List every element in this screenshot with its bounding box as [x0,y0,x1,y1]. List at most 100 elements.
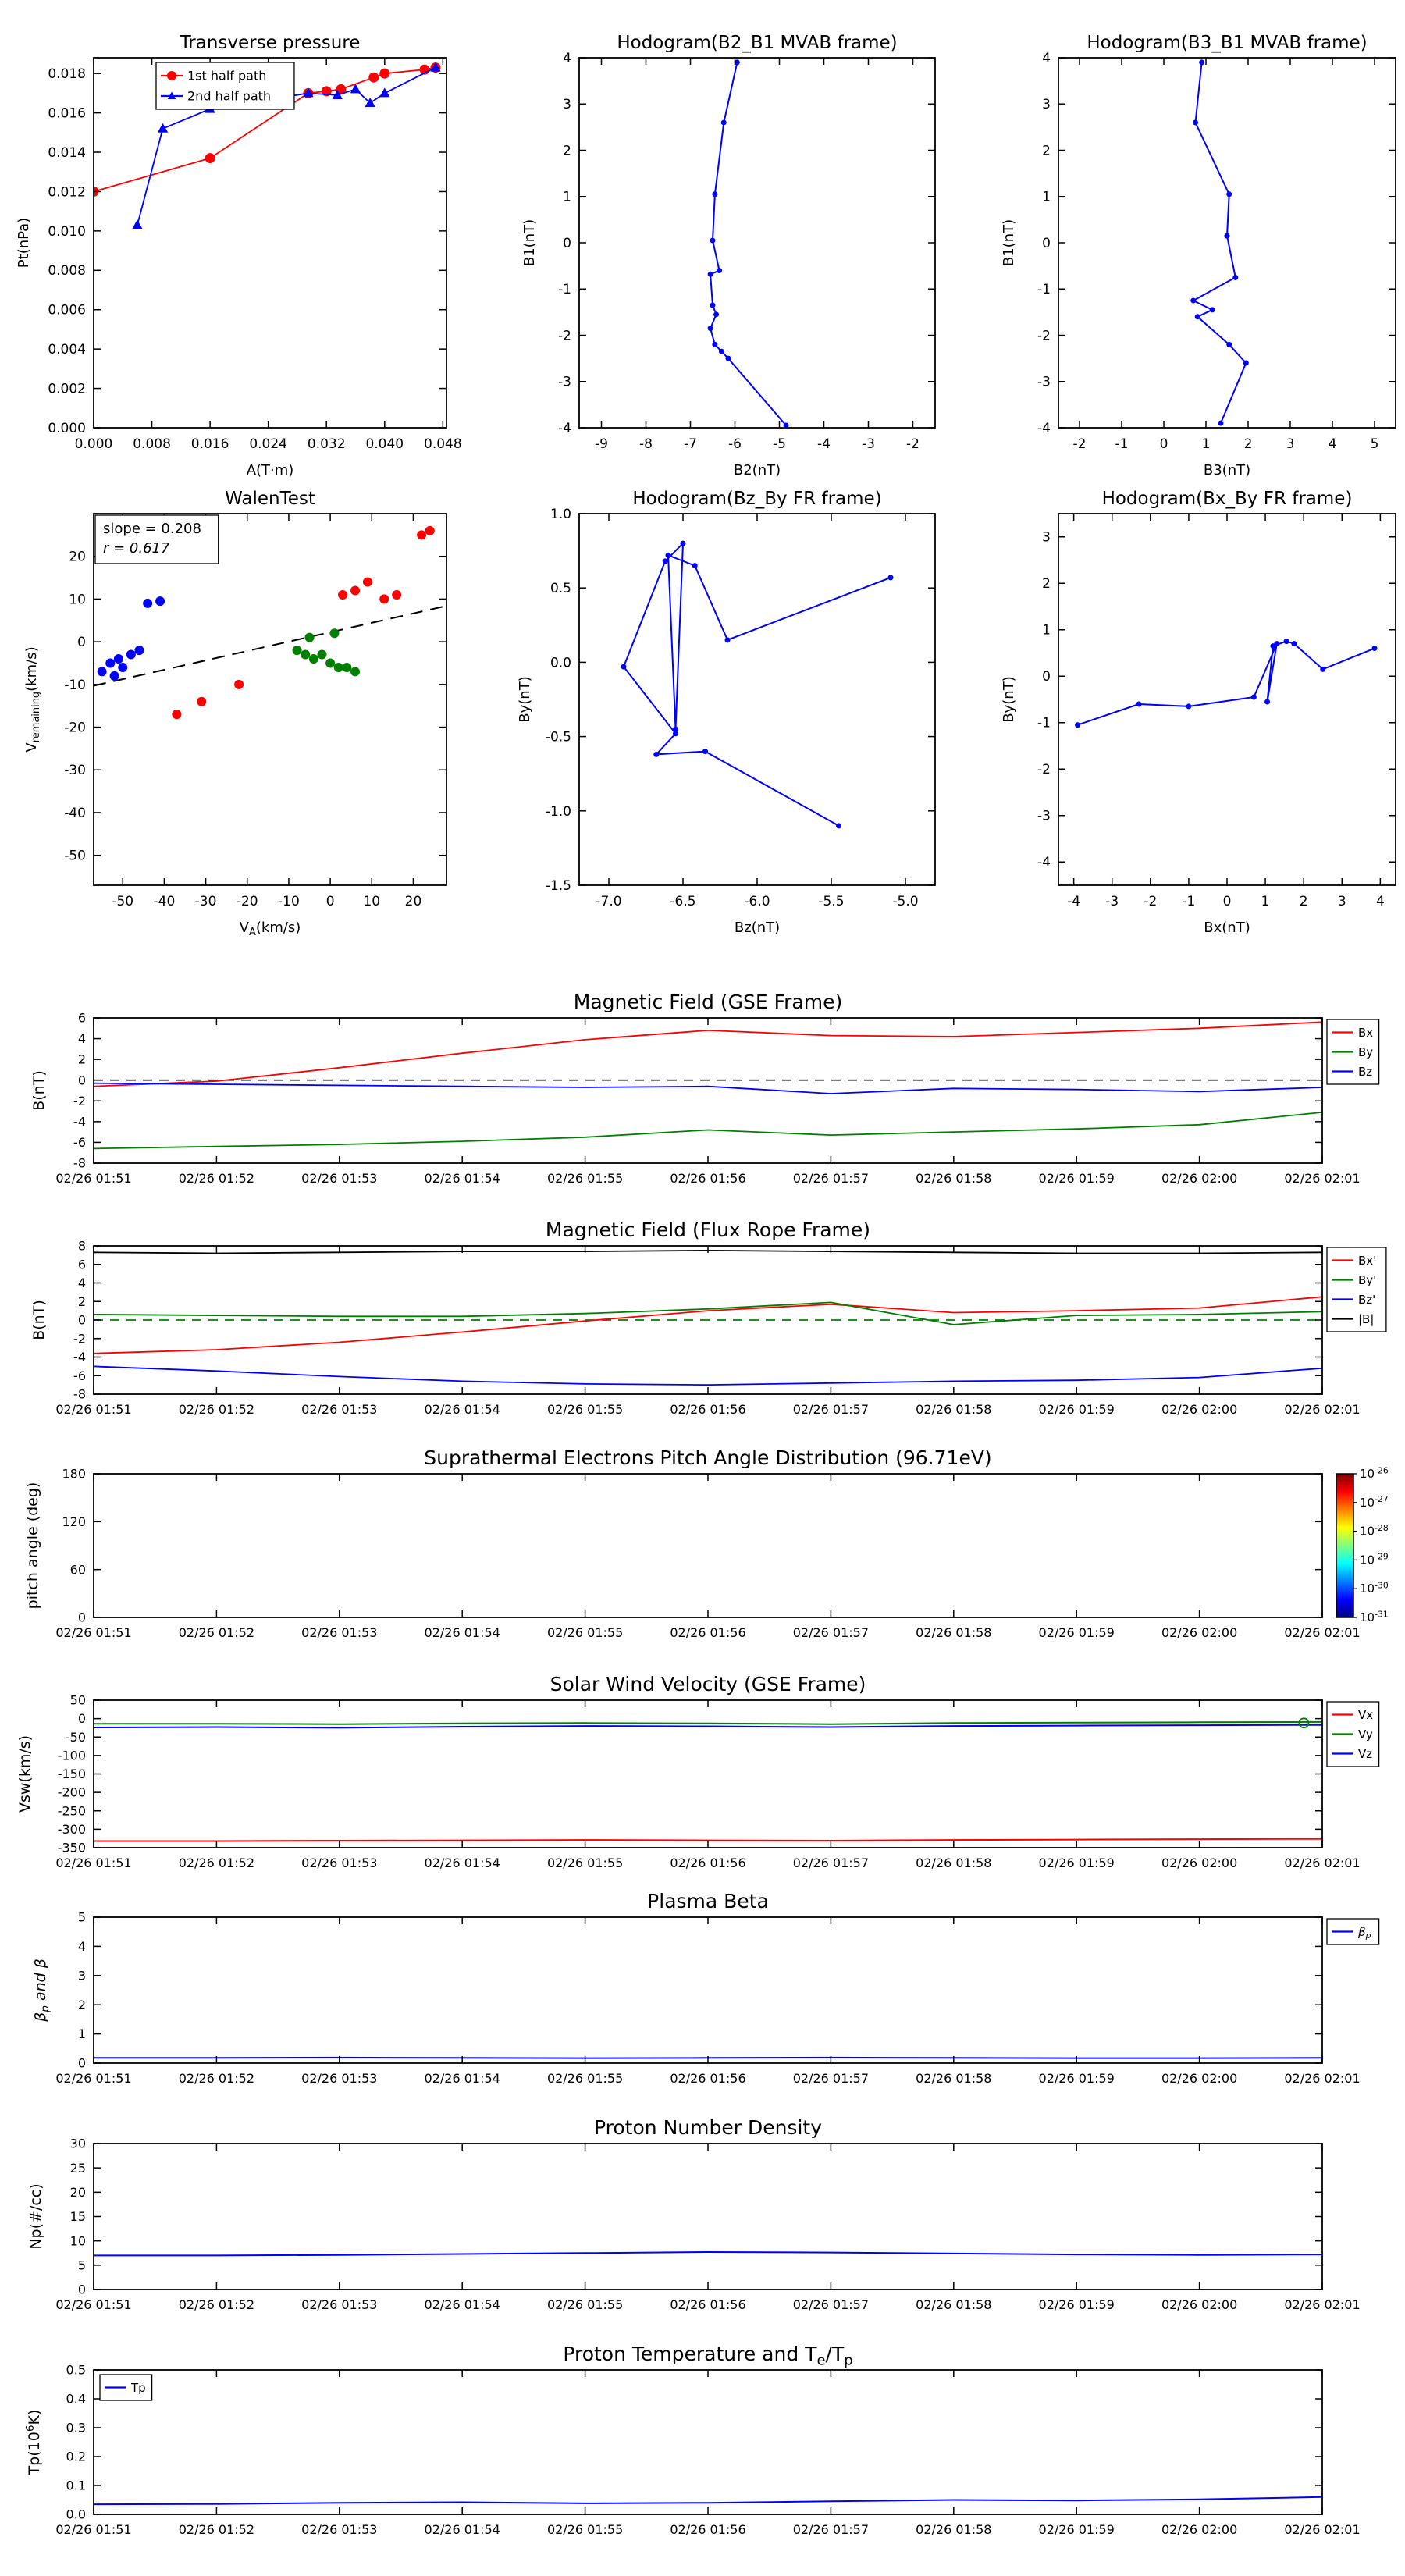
svg-text:1.0: 1.0 [550,507,571,522]
svg-text:-250: -250 [58,1803,86,1818]
svg-text:-2: -2 [1073,436,1087,452]
svg-text:-20: -20 [64,720,86,736]
svg-text:2: 2 [78,1998,86,2012]
chart-hodogram-b2-b1: -9 -8 -7 -6 -5 -4 -3 -2 -4 -3 -2 -1 0 1 2 3 4 Hodogram(B2… [504,22,966,511]
svg-text:02/26 01:54: 02/26 01:54 [425,1171,500,1186]
series-Bz-By path [621,540,894,829]
svg-text:10-26: 10-26 [1360,1465,1389,1481]
svg-text:3: 3 [563,97,571,112]
svg-text:-4: -4 [1067,894,1080,909]
svg-text:02/26 01:53: 02/26 01:53 [301,1856,377,1870]
svg-text:02/26 01:51: 02/26 01:51 [55,1856,131,1870]
svg-text:02/26 01:53: 02/26 01:53 [301,2071,377,2086]
svg-text:02/26 01:58: 02/26 01:58 [916,2297,991,2312]
plot-area [1075,639,1378,728]
svg-text:02/26 01:54: 02/26 01:54 [425,1625,500,1640]
hodogram-b3b1-svg: -2 -1 0 1 2 3 4 5 -4 -3 -2 -1 0 1 2 3 4 Hodogram(B3_B1 MV… [1001,33,1396,479]
chart-walen-test: -50 -40 -30 -20 -10 0 10 20 -50 -40 -30 -20 -10 0 10 20… [16,478,478,979]
svg-text:02/26 01:59: 02/26 01:59 [1039,1171,1115,1186]
svg-text:0: 0 [78,1711,86,1726]
svg-text:-3: -3 [1037,809,1051,824]
proton-temp-svg: 02/26 01:51 02/26 01:52 02/26 01:53 02/26 0… [24,2343,1361,2537]
svg-text:0.016: 0.016 [191,436,229,452]
series-By [94,1112,1322,1150]
svg-text:Bx': Bx' [1358,1254,1376,1268]
svg-text:Vx: Vx [1358,1708,1373,1722]
svg-text:-1: -1 [1037,282,1051,297]
svg-text:-10: -10 [64,678,86,693]
svg-text:0: 0 [78,1610,86,1625]
svg-text:02/26 02:00: 02/26 02:00 [1161,2071,1237,2086]
svg-text:-30: -30 [64,763,86,778]
svg-text:02/26 01:59: 02/26 01:59 [1039,1625,1115,1640]
svg-text:0.0: 0.0 [550,655,571,671]
chart-proton-temperature: 02/26 01:51 02/26 01:52 02/26 01:53 02/26 0… [0,2332,1405,2557]
svg-text:0.008: 0.008 [133,436,171,452]
svg-text:02/26 01:59: 02/26 01:59 [1039,1856,1115,1870]
svg-text:1: 1 [1202,436,1211,452]
svg-text:slope = 0.208: slope = 0.208 [103,521,201,537]
svg-text:3: 3 [1042,97,1051,112]
svg-text:-40: -40 [154,894,176,909]
svg-text:-1: -1 [1182,894,1195,909]
svg-text:02/26 02:01: 02/26 02:01 [1284,2071,1360,2086]
svg-text:3: 3 [1042,530,1051,546]
vsw-gse-svg: 02/26 01:51 02/26 01:52 02/26 01:53 02/26 0… [16,1673,1380,1870]
svg-text:-2: -2 [906,436,919,452]
svg-text:-4: -4 [817,436,831,452]
svg-text:10: 10 [363,894,380,909]
svg-text:02/26 01:51: 02/26 01:51 [55,2297,131,2312]
svg-text:βp: βp [1357,1925,1371,1941]
series-B3-B1 path [1190,59,1249,426]
svg-text:1: 1 [1261,894,1270,909]
svg-text:Proton Number Density: Proton Number Density [594,2116,822,2139]
svg-text:Bx(nT): Bx(nT) [1204,920,1250,936]
svg-text:120: 120 [62,1514,86,1529]
svg-text:WalenTest: WalenTest [225,489,315,509]
svg-text:-300: -300 [58,1822,86,1837]
svg-text:10-31: 10-31 [1360,1609,1389,1624]
svg-text:B1(nT): B1(nT) [521,219,538,266]
transverse-pressure-svg: 0.000 0.008 0.016 0.024 0.032 0.040 0.048 0.000… [16,33,462,479]
svg-text:-8: -8 [73,1156,86,1171]
svg-text:20: 20 [70,2185,86,2200]
svg-text:02/26 02:01: 02/26 02:01 [1284,2522,1360,2537]
svg-text:02/26 01:57: 02/26 01:57 [793,1171,869,1186]
plot-area [94,2251,1322,2257]
svg-text:0: 0 [78,2282,86,2297]
series-Vy end marker [1298,1717,1310,1729]
legend: 1st half path 2nd half path [155,62,295,110]
svg-text:-40: -40 [64,806,86,821]
svg-text:Tp(106K): Tp(106K) [24,2410,43,2476]
svg-text:2: 2 [1042,143,1051,158]
svg-text:10: 10 [70,2233,86,2248]
svg-text:02/26 01:57: 02/26 01:57 [793,1625,869,1640]
svg-text:0.000: 0.000 [75,436,113,452]
svg-text:02/26 01:56: 02/26 01:56 [670,2297,745,2312]
svg-text:0: 0 [78,1313,86,1328]
svg-text:4: 4 [78,1031,86,1046]
svg-text:-6.0: -6.0 [744,894,770,909]
svg-text:02/26 01:54: 02/26 01:54 [425,1402,500,1417]
electron-pad-svg: 02/26 01:51 02/26 01:52 02/26 01:53 02/26 0… [24,1446,1389,1640]
svg-text:pitch angle (deg): pitch angle (deg) [24,1482,41,1610]
svg-text:-6: -6 [73,1135,86,1150]
svg-text:02/26 02:00: 02/26 02:00 [1161,2297,1237,2312]
svg-text:02/26 01:51: 02/26 01:51 [55,1625,131,1640]
svg-text:-350: -350 [58,1841,86,1856]
svg-text:-3: -3 [1037,375,1051,390]
chart-magnetic-field-flux-rope: 02/26 01:51 02/26 01:52 02/26 01:53 02/26 0… [0,1208,1405,1436]
svg-text:-1: -1 [558,282,571,297]
svg-text:02/26 02:01: 02/26 02:01 [1284,1856,1360,1870]
svg-text:-2: -2 [73,1331,86,1346]
svg-text:25: 25 [70,2161,86,2176]
svg-text:180: 180 [62,1467,86,1482]
svg-text:02/26 01:53: 02/26 01:53 [301,1402,377,1417]
svg-text:02/26 01:53: 02/26 01:53 [301,2297,377,2312]
svg-text:-2: -2 [1037,328,1051,343]
svg-text:Proton Temperature and Te/Tp: Proton Temperature and Te/Tp [563,2343,852,2369]
svg-text:02/26 01:57: 02/26 01:57 [793,2071,869,2086]
series-Bx-By path [1075,639,1378,728]
svg-text:Vy: Vy [1358,1727,1373,1742]
svg-text:0: 0 [563,236,571,251]
